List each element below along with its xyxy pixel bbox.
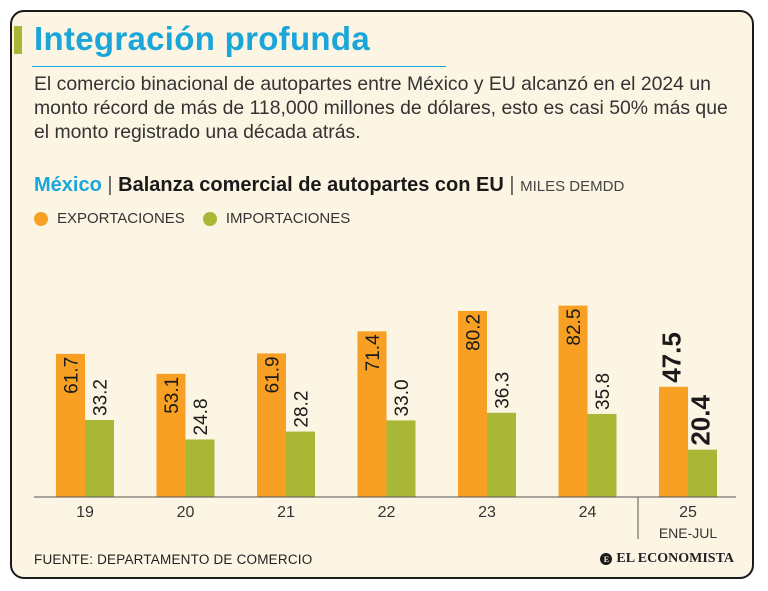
intro-paragraph: El comercio binacional de autopartes ent…	[34, 73, 728, 143]
value-label-exports-20: 53.1	[162, 377, 183, 414]
value-label-imports-25: 20.4	[686, 395, 716, 446]
legend-swatch-exports	[34, 211, 48, 226]
bar-exports-24	[558, 305, 588, 497]
subtitle-unit: MILES DEMDD	[520, 178, 625, 195]
brand-logo: E EL ECONOMISTA	[600, 551, 734, 567]
bar-imports-24	[587, 413, 617, 497]
legend-item-exports: EXPORTACIONES	[34, 210, 185, 227]
source-note: FUENTE: DEPARTAMENTO DE COMERCIO	[34, 552, 313, 567]
chart-legend: EXPORTACIONES IMPORTACIONES	[34, 210, 368, 227]
infographic-card: Integración profunda El comercio binacio…	[10, 10, 754, 579]
chart-subtitle: México | Balanza comercial de autopartes…	[34, 174, 624, 197]
bar-imports-19	[85, 419, 114, 497]
bar-exports-23	[458, 310, 487, 497]
bar-exports-21	[257, 353, 286, 497]
legend-item-imports: IMPORTACIONES	[202, 210, 351, 227]
x-tick-label-20: 20	[177, 504, 195, 521]
bar-chart: 61.7 33.2 19 53.1 24.8 20 61.9 28.2 21 71.4 33.0 22…	[34, 305, 736, 541]
x-tick-label-24: 24	[579, 504, 597, 521]
value-label-exports-24: 82.5	[564, 309, 585, 346]
value-label-imports-23: 36.3	[493, 372, 514, 409]
bar-imports-22	[386, 420, 416, 497]
x-tick-label-23: 23	[478, 504, 496, 521]
brand-mark-icon: E	[600, 553, 613, 565]
value-label-exports-25: 47.5	[657, 332, 687, 383]
value-label-imports-19: 33.2	[91, 379, 112, 416]
bar-imports-20	[185, 439, 215, 497]
x-tick-label-21: 21	[277, 504, 295, 521]
brand-name: EL ECONOMISTA	[616, 551, 734, 566]
subtitle-separator: |	[101, 174, 119, 196]
x-tick-label-25: 25	[679, 504, 697, 521]
subtitle-separator-2: |	[503, 174, 521, 196]
value-label-imports-24: 35.8	[593, 373, 614, 410]
bar-exports-22	[357, 331, 387, 497]
legend-label-exports: EXPORTACIONES	[57, 210, 185, 227]
subtitle-main: Balanza comercial de autopartes con EU	[118, 174, 504, 196]
value-label-exports-19: 61.7	[62, 357, 83, 394]
legend-label-imports: IMPORTACIONES	[225, 210, 351, 227]
bar-imports-23	[487, 412, 516, 497]
bar-exports-25	[659, 386, 688, 497]
value-label-exports-21: 61.9	[263, 356, 284, 393]
subtitle-country: México	[34, 174, 102, 196]
page-title: Integración profunda	[34, 20, 370, 57]
value-label-exports-23: 80.2	[464, 314, 485, 351]
bar-imports-25	[688, 449, 717, 497]
value-label-exports-22: 71.4	[363, 334, 384, 371]
x-tick-label-22: 22	[378, 504, 396, 521]
x-tick-label-19: 19	[76, 504, 94, 521]
bar-exports-20	[156, 373, 186, 497]
value-label-imports-20: 24.8	[191, 398, 212, 435]
value-label-imports-21: 28.2	[292, 391, 313, 428]
value-label-imports-22: 33.0	[392, 379, 413, 416]
bar-imports-21	[286, 431, 315, 497]
title-underline	[32, 66, 446, 67]
title-accent-bar	[14, 26, 22, 54]
x-tick-sublabel-25: ENE-JUL	[659, 525, 718, 541]
bar-exports-19	[56, 353, 85, 497]
legend-swatch-imports	[202, 211, 217, 226]
